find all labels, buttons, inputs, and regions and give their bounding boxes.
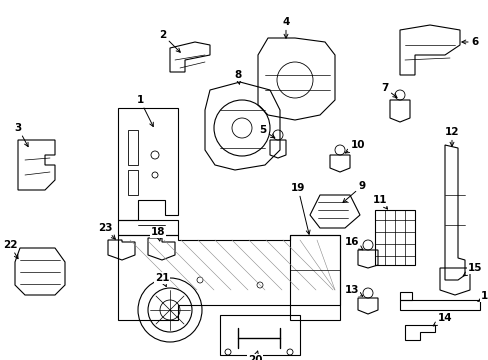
Text: 15: 15 bbox=[462, 263, 481, 276]
Text: 19: 19 bbox=[290, 183, 309, 234]
Text: 17: 17 bbox=[477, 291, 488, 302]
Text: 23: 23 bbox=[98, 223, 115, 239]
Text: 1: 1 bbox=[136, 95, 153, 127]
Text: 20: 20 bbox=[247, 351, 262, 360]
Text: 7: 7 bbox=[381, 83, 396, 98]
Text: 9: 9 bbox=[342, 181, 365, 202]
Text: 16: 16 bbox=[344, 237, 362, 250]
Text: 18: 18 bbox=[150, 227, 165, 241]
Text: 8: 8 bbox=[234, 70, 241, 84]
Text: 4: 4 bbox=[282, 17, 289, 38]
Text: 10: 10 bbox=[345, 140, 365, 153]
Text: 14: 14 bbox=[432, 313, 451, 326]
Text: 21: 21 bbox=[154, 273, 169, 287]
Text: 13: 13 bbox=[344, 285, 362, 296]
Text: 22: 22 bbox=[3, 240, 18, 259]
Text: 5: 5 bbox=[259, 125, 274, 138]
Text: 11: 11 bbox=[372, 195, 386, 209]
Text: 3: 3 bbox=[14, 123, 28, 147]
Text: 2: 2 bbox=[159, 30, 180, 52]
Text: 12: 12 bbox=[444, 127, 458, 146]
Text: 6: 6 bbox=[461, 37, 478, 47]
